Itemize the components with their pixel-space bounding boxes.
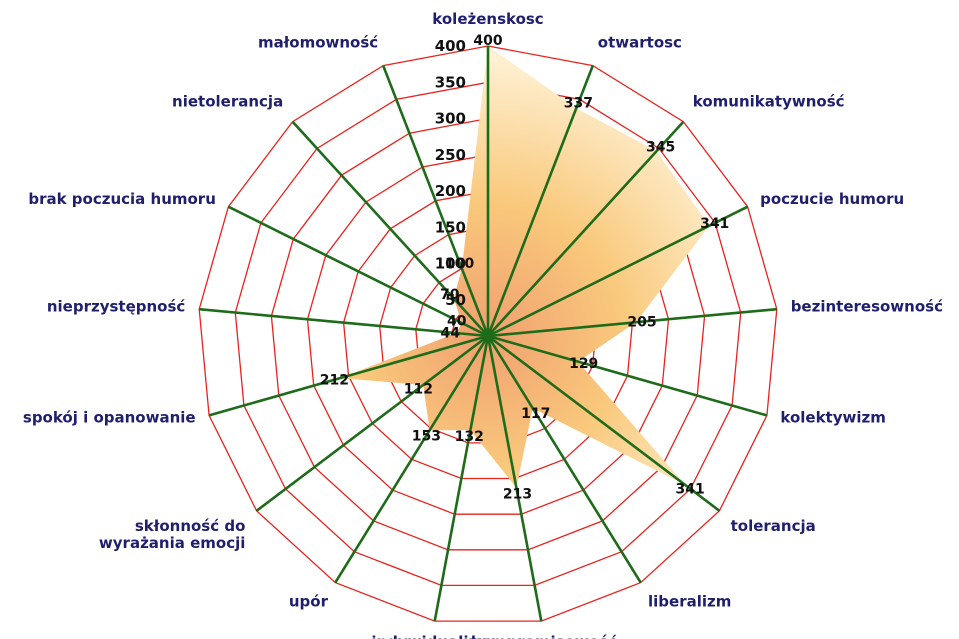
- spoke-4: [487, 307, 777, 338]
- r-tick-label: 350: [435, 73, 466, 91]
- data-label: 345: [646, 140, 675, 156]
- spoke-1: [486, 65, 595, 337]
- category-label: poczucie humoru: [760, 190, 904, 208]
- data-label: 40: [447, 313, 467, 329]
- category-label: liberalizm: [648, 593, 731, 611]
- spoke-3: [487, 205, 749, 338]
- data-label: 44: [441, 326, 461, 342]
- spoke-13: [199, 307, 489, 338]
- category-label: indywidualizm: [371, 633, 493, 639]
- data-label: 70: [440, 287, 460, 303]
- category-label: koleżenskosc: [432, 10, 543, 28]
- data-label: 337: [564, 96, 593, 112]
- r-tick-label: 100: [435, 255, 466, 273]
- r-tick-label: 250: [435, 146, 466, 164]
- data-label: 213: [503, 487, 532, 503]
- spoke-15: [291, 120, 489, 337]
- data-labels: 400 337 345 341 205 129 341 117 213 132 153 112 212 4…: [320, 33, 730, 503]
- data-label: 129: [569, 356, 598, 372]
- category-label: nieprzystępność: [47, 298, 186, 316]
- category-label: komunikatywność: [693, 92, 845, 110]
- grid-ring-400: [198, 45, 778, 622]
- spoke-12: [208, 334, 489, 417]
- spoke-14: [227, 205, 489, 338]
- spoke-2: [487, 120, 685, 337]
- category-label: spokój i opanowanie: [23, 409, 196, 427]
- spoke-16: [381, 65, 490, 337]
- data-label: 205: [627, 315, 656, 331]
- data-label: 212: [320, 373, 349, 389]
- category-label: małomowność: [258, 34, 378, 52]
- center-dot: [484, 332, 492, 340]
- r-tick-label: 300: [435, 110, 466, 128]
- category-label: nietolerancja: [172, 92, 283, 110]
- category-label: brak poczucia humoru: [28, 190, 216, 208]
- spokes: [199, 46, 777, 622]
- data-label: 153: [412, 428, 441, 444]
- data-label: 400: [473, 33, 502, 49]
- category-label: bezinteresowność: [791, 298, 943, 316]
- data-label: 132: [455, 429, 484, 445]
- spoke-6: [487, 334, 721, 512]
- r-tick-label: 200: [435, 182, 466, 200]
- category-label: tolerancja: [731, 517, 816, 535]
- spoke-10: [334, 335, 490, 584]
- data-label: 341: [700, 216, 729, 232]
- category-labels: koleżenskosc otwartosc komunikatywność pocz…: [23, 10, 943, 639]
- spoke-8: [486, 335, 543, 622]
- data-label: 117: [521, 406, 550, 422]
- category-label: otwartosc: [598, 34, 682, 52]
- r-tick-label: 150: [435, 218, 466, 236]
- r-tick-label: 50: [445, 291, 466, 309]
- category-label: kolektywizm: [780, 409, 885, 427]
- data-label: 112: [404, 382, 433, 398]
- category-label: skłonność do wyrażania emocji: [99, 517, 245, 552]
- spoke-11: [255, 334, 489, 512]
- category-label: kompromisowość: [471, 633, 617, 639]
- grid-ring-350: [234, 81, 742, 587]
- radial-tick-labels: 50 100 150 200 250 300 350 400: [435, 37, 466, 309]
- spoke-9: [433, 335, 490, 622]
- data-label: 341: [675, 482, 704, 498]
- spoke-7: [486, 335, 642, 584]
- spoke-5: [487, 334, 768, 417]
- category-label: upór: [289, 593, 329, 611]
- r-tick-label: 400: [435, 37, 466, 55]
- data-label: 100: [445, 256, 474, 272]
